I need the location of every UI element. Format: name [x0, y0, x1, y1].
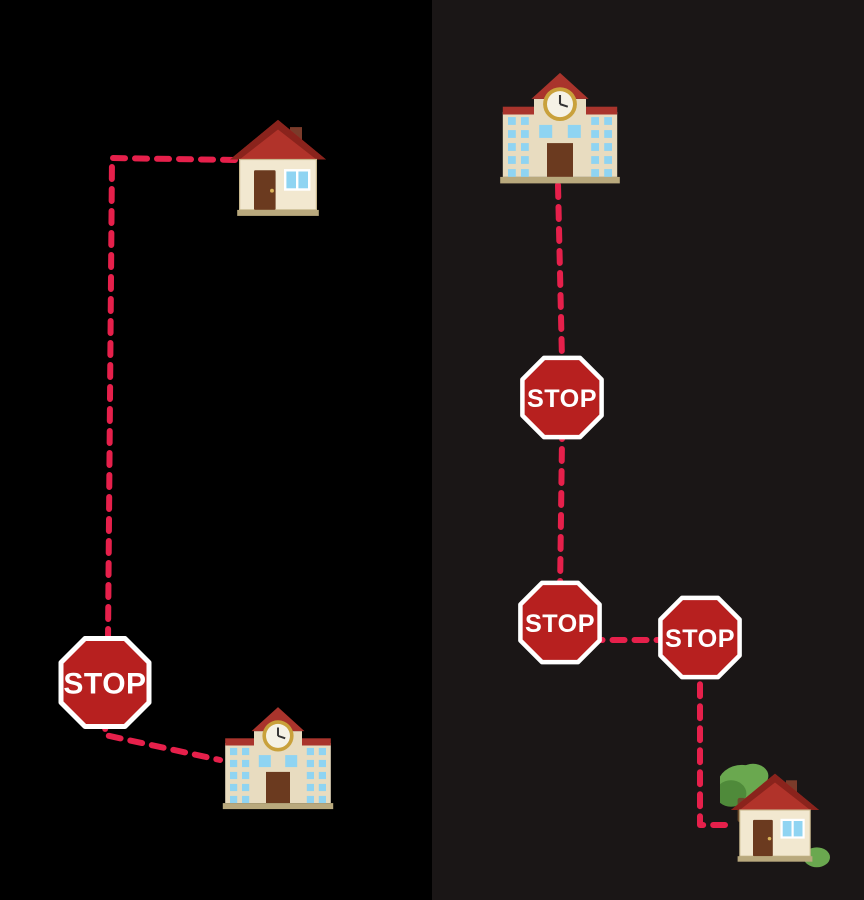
school-icon: [218, 698, 338, 823]
stop-sign-icon: STOP: [517, 353, 607, 448]
house-with-tree-icon: [720, 761, 830, 876]
svg-text:STOP: STOP: [525, 610, 595, 638]
house-icon: [218, 106, 338, 231]
school-icon: [495, 63, 625, 198]
left-panel: [0, 0, 432, 900]
svg-text:STOP: STOP: [665, 625, 735, 653]
stop-sign-icon: STOP: [515, 578, 605, 673]
svg-text:STOP: STOP: [527, 385, 597, 413]
diagram-canvas: STOP STOP: [0, 0, 864, 900]
stop-sign-icon: STOP: [55, 633, 155, 738]
stop-sign-icon: STOP: [655, 593, 745, 688]
svg-text:STOP: STOP: [63, 667, 146, 700]
